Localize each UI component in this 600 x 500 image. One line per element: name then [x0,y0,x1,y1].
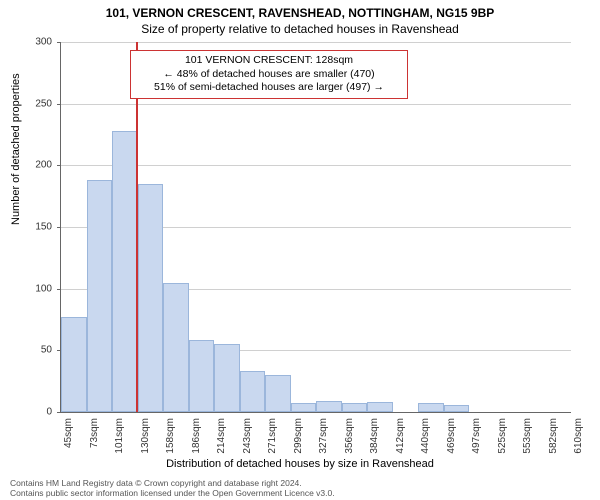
ytick-mark [57,289,61,290]
annotation-line-3: 51% of semi-detached houses are larger (… [137,81,401,95]
xtick-label: 73sqm [89,418,100,468]
annotation-line-2: ← 48% of detached houses are smaller (47… [137,68,401,82]
annotation-box: 101 VERNON CRESCENT: 128sqm ← 48% of det… [130,50,408,99]
ytick-label: 50 [22,345,52,356]
histogram-bar [240,371,266,412]
ytick-mark [57,227,61,228]
histogram-bar [444,405,470,412]
histogram-bar [214,344,240,412]
histogram-bar [61,317,87,412]
xtick-label: 553sqm [522,418,533,468]
footer-line-1: Contains HM Land Registry data © Crown c… [10,478,335,488]
xtick-label: 158sqm [165,418,176,468]
histogram-bar [291,403,317,412]
xtick-label: 440sqm [420,418,431,468]
xtick-label: 271sqm [267,418,278,468]
xtick-label: 497sqm [471,418,482,468]
annotation-line-1: 101 VERNON CRESCENT: 128sqm [137,54,401,68]
ytick-label: 300 [22,37,52,48]
xtick-label: 610sqm [573,418,584,468]
ytick-label: 100 [22,283,52,294]
xtick-label: 327sqm [318,418,329,468]
ytick-label: 150 [22,222,52,233]
xtick-label: 356sqm [344,418,355,468]
xtick-label: 412sqm [395,418,406,468]
xtick-label: 299sqm [293,418,304,468]
histogram-bar [367,402,393,412]
xtick-label: 243sqm [242,418,253,468]
ytick-label: 200 [22,160,52,171]
chart-title-main: 101, VERNON CRESCENT, RAVENSHEAD, NOTTIN… [0,0,600,20]
xtick-label: 101sqm [114,418,125,468]
xtick-label: 186sqm [191,418,202,468]
footer-attribution: Contains HM Land Registry data © Crown c… [10,478,335,498]
ytick-mark [57,412,61,413]
histogram-bar [418,403,444,412]
xtick-label: 582sqm [548,418,559,468]
histogram-bar [189,340,215,412]
histogram-bar [138,184,164,412]
xtick-label: 214sqm [216,418,227,468]
chart-title-sub: Size of property relative to detached ho… [0,20,600,36]
histogram-bar [112,131,138,412]
ytick-mark [57,104,61,105]
y-axis-label: Number of detached properties [10,73,22,225]
histogram-bar [265,375,291,412]
ytick-mark [57,42,61,43]
xtick-label: 45sqm [63,418,74,468]
histogram-bar [342,403,368,412]
xtick-label: 130sqm [140,418,151,468]
xtick-label: 384sqm [369,418,380,468]
ytick-label: 0 [22,407,52,418]
ytick-mark [57,165,61,166]
footer-line-2: Contains public sector information licen… [10,488,335,498]
ytick-label: 250 [22,98,52,109]
xtick-label: 469sqm [446,418,457,468]
histogram-bar [316,401,342,412]
histogram-bar [87,180,113,412]
histogram-bar [163,283,189,413]
xtick-label: 525sqm [497,418,508,468]
